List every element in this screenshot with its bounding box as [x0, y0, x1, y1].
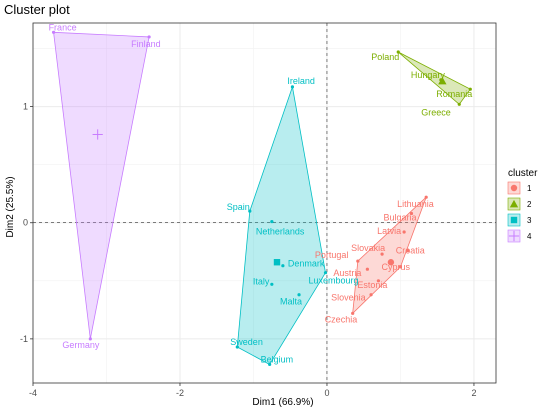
- point-label-austria: Austria: [333, 268, 361, 278]
- point-sweden: [235, 345, 239, 349]
- point-luxembourg: [323, 271, 328, 275]
- point-finland: [147, 35, 151, 39]
- cluster-2-centroid: [438, 76, 447, 85]
- cluster-3-centroid: [273, 259, 281, 266]
- point-label-bulgaria: Bulgaria: [383, 212, 416, 222]
- legend-symbol-4: [508, 230, 520, 242]
- y-tick-label: 1: [23, 102, 28, 112]
- point-label-luxembourg: Luxembourg: [308, 276, 358, 286]
- legend-title: cluster: [508, 168, 538, 179]
- point-ireland: [290, 85, 295, 89]
- point-label-slovenia: Slovenia: [331, 293, 366, 303]
- cluster-4-centroid: [92, 129, 103, 140]
- legend-label-2: 2: [527, 200, 532, 209]
- point-label-germany: Germany: [62, 340, 100, 350]
- point-label-poland: Poland: [371, 52, 399, 62]
- point-belgium: [268, 362, 272, 367]
- point-portugal: [356, 259, 360, 263]
- point-slovenia: [369, 293, 373, 297]
- point-label-estonia: Estonia: [357, 280, 387, 290]
- point-france: [51, 30, 56, 34]
- y-axis-label: Dim2 (25.5%): [5, 176, 16, 237]
- point-lithuania: [424, 195, 428, 199]
- point-malta: [297, 293, 301, 297]
- point-label-malta: Malta: [280, 297, 302, 307]
- point-czechia: [351, 311, 355, 315]
- point-label-ireland: Ireland: [287, 76, 315, 86]
- plot-area: -4 -2 0 2 -1 0 1 Lithuania Bulgaria Latvia Croatia…: [20, 22, 497, 398]
- x-tick-label: -2: [176, 388, 184, 398]
- point-bulgaria: [409, 211, 414, 216]
- point-austria: [365, 267, 369, 271]
- y-tick-label: 0: [23, 218, 28, 228]
- legend: cluster 1 2 3 4: [507, 168, 538, 243]
- chart-title: Cluster plot: [4, 2, 70, 17]
- point-label-portugal: Portugal: [315, 250, 349, 260]
- point-latvia: [402, 230, 406, 234]
- point-label-finland: Finland: [131, 39, 161, 49]
- point-poland: [396, 50, 400, 54]
- point-label-france: France: [49, 22, 77, 32]
- panel-border: [32, 22, 497, 384]
- x-tick-label: 2: [471, 388, 476, 398]
- point-estonia: [376, 279, 381, 283]
- point-netherlands: [270, 219, 274, 224]
- point-romania: [468, 87, 472, 91]
- x-tick-label: -4: [29, 388, 37, 398]
- cluster-2-hull: [397, 51, 471, 105]
- y-tick-label: -1: [20, 334, 28, 344]
- cluster-4-hull: [53, 31, 150, 339]
- x-tick-label: 0: [324, 388, 329, 398]
- legend-label-3: 3: [527, 216, 532, 225]
- point-label-greece: Greece: [421, 107, 451, 117]
- point-label-czechia: Czechia: [325, 314, 358, 324]
- point-germany: [88, 337, 92, 341]
- point-label-slovakia: Slovakia: [351, 243, 385, 253]
- point-label-sweden: Sweden: [230, 337, 263, 347]
- point-greece: [457, 102, 461, 106]
- point-label-denmark: Denmark: [288, 259, 325, 269]
- legend-symbol-2: [509, 199, 519, 208]
- cluster-3-hull: [236, 85, 326, 365]
- point-denmark: [281, 264, 285, 268]
- legend-symbol-1: [510, 184, 518, 192]
- legend-label-4: 4: [527, 232, 532, 241]
- point-spain: [248, 209, 252, 213]
- point-label-romania: Romania: [436, 89, 472, 99]
- point-cyprus: [398, 265, 403, 269]
- point-label-latvia: Latvia: [377, 226, 401, 236]
- point-label-croatia: Croatia: [396, 246, 425, 256]
- legend-label-1: 1: [527, 184, 532, 193]
- point-label-hungary: Hungary: [411, 70, 446, 80]
- cluster-1-centroid: [387, 259, 395, 266]
- point-label-cyprus: Cyprus: [381, 262, 410, 272]
- point-label-netherlands: Netherlands: [256, 227, 305, 237]
- point-label-italy: Italy: [253, 276, 270, 286]
- point-label-belgium: Belgium: [261, 354, 294, 364]
- point-label-lithuania: Lithuania: [397, 199, 434, 209]
- x-axis-label: Dim1 (66.9%): [252, 397, 313, 408]
- point-croatia: [406, 249, 410, 253]
- legend-symbol-3: [510, 216, 518, 224]
- point-label-spain: Spain: [227, 202, 250, 212]
- point-slovakia: [380, 252, 384, 256]
- point-italy: [270, 282, 274, 286]
